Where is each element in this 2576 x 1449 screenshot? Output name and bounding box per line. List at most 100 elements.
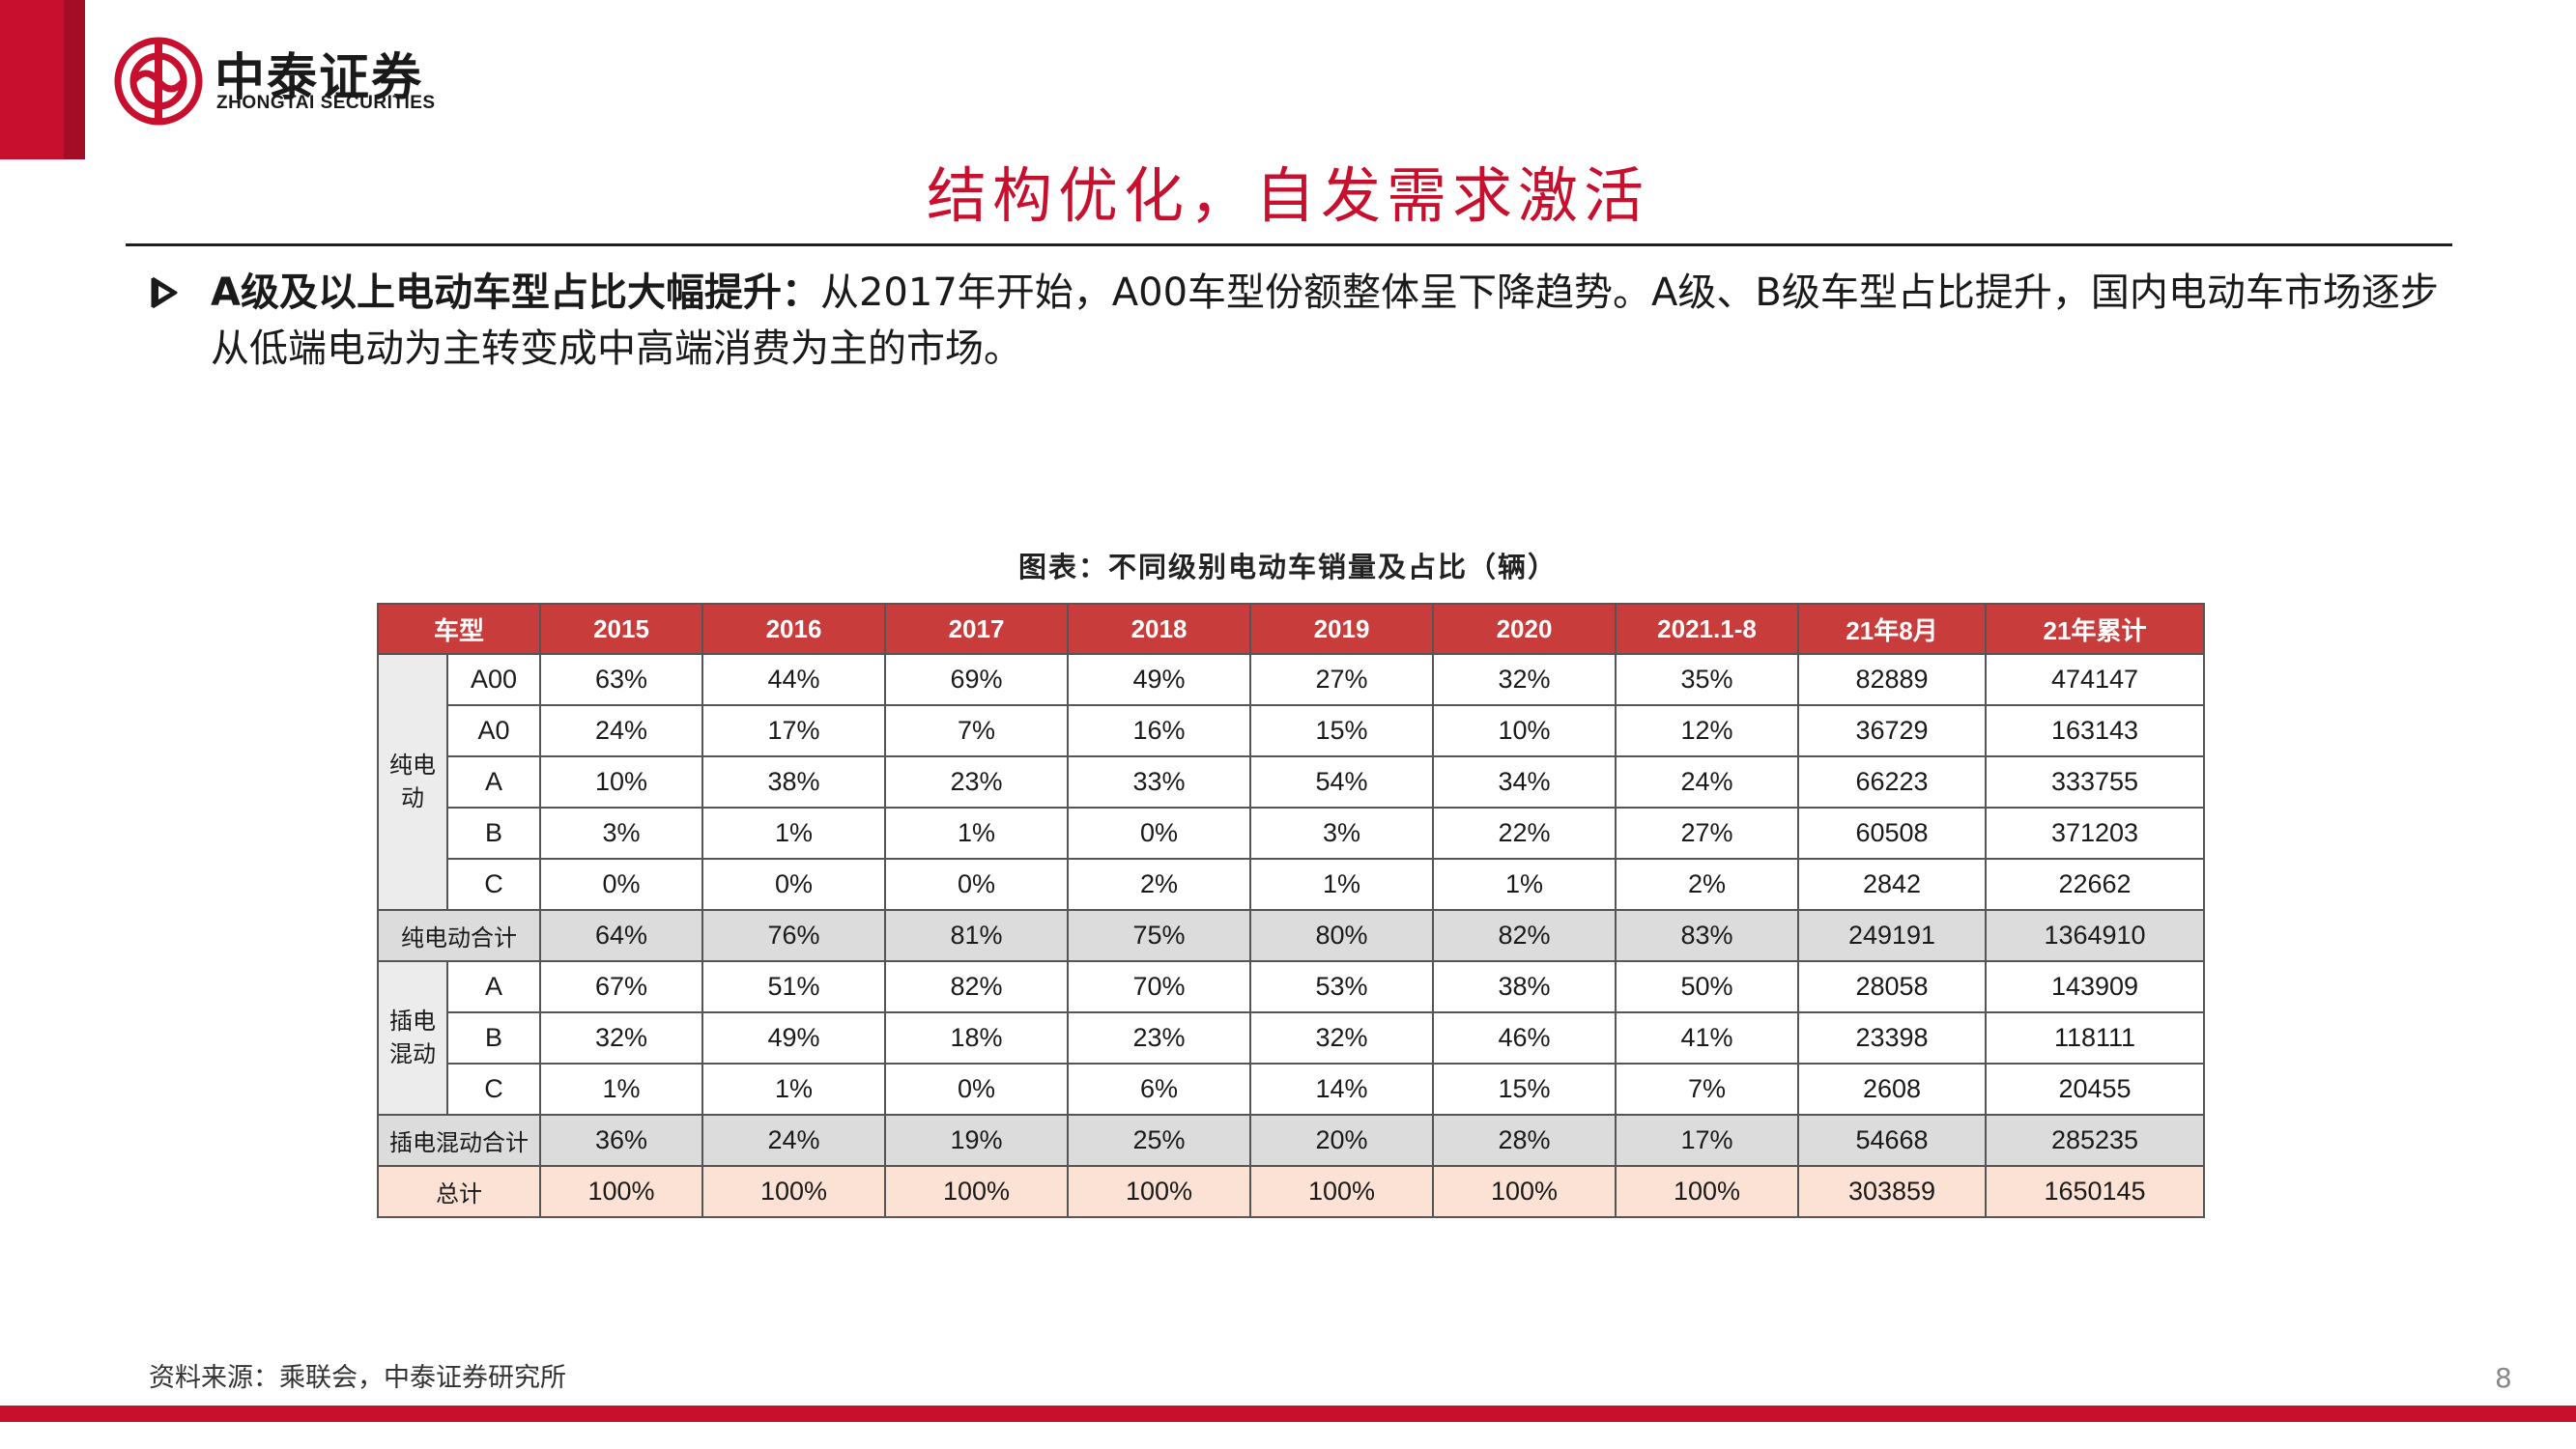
table-row: 总计 100% 100% 100% 100% 100% 100% 100% 303859 1650… (377, 1165, 2205, 1218)
value-cell: 0% (701, 858, 886, 911)
value-cell: 333755 (1985, 755, 2205, 809)
value-cell: 249191 (1797, 909, 1987, 962)
segment-cell: A (446, 960, 541, 1013)
segment-cell: C (446, 858, 541, 911)
footer-band (0, 1406, 2576, 1422)
value-cell: 7% (884, 704, 1069, 757)
page-title: 结构优化，自发需求激活 (926, 160, 1649, 231)
value-cell: 82% (1432, 909, 1617, 962)
value-cell: 10% (539, 755, 703, 809)
value-cell: 1% (884, 807, 1069, 860)
table-row: 纯电动合计 64% 76% 81% 75% 80% 82% 83% 249191 1364910 (377, 909, 2205, 962)
value-cell: 3% (539, 807, 703, 860)
value-cell: 7% (1615, 1063, 1799, 1116)
summary-label-cell: 总计 (377, 1165, 541, 1218)
value-cell: 28% (1432, 1114, 1617, 1167)
value-cell: 32% (1249, 1011, 1434, 1065)
value-cell: 474147 (1985, 653, 2205, 706)
table-row: C 1% 1% 0% 6% 14% 15% 7% 2608 20455 (378, 1063, 2205, 1116)
zhongtai-logo-icon (114, 37, 203, 126)
value-cell: 143909 (1985, 960, 2205, 1013)
value-cell: 53% (1249, 960, 1434, 1013)
value-cell: 54668 (1797, 1114, 1987, 1167)
side-accent-bar-dark (64, 0, 85, 159)
value-cell: 67% (539, 960, 703, 1013)
bullet-bold-lead: A级及以上电动车型占比大幅提升： (211, 270, 820, 315)
value-cell: 63% (539, 653, 703, 706)
table-caption: 图表：不同级别电动车销量及占比（辆） (1017, 551, 1558, 583)
value-cell: 66223 (1797, 755, 1987, 809)
summary-label-cell: 插电混动合计 (377, 1114, 541, 1167)
page-number: 8 (2495, 1362, 2512, 1394)
value-cell: 10% (1432, 704, 1617, 757)
value-cell: 25% (1067, 1114, 1251, 1167)
value-cell: 24% (701, 1114, 886, 1167)
value-cell: 1% (701, 807, 886, 860)
value-cell: 6% (1067, 1063, 1251, 1116)
value-cell: 16% (1067, 704, 1251, 757)
value-cell: 23398 (1797, 1011, 1987, 1065)
value-cell: 49% (701, 1011, 886, 1065)
ev-sales-table: 车型 2015 2016 2017 2018 2019 2020 2021.1-8 21年8月 2… (377, 603, 2205, 1218)
value-cell: 60508 (1797, 807, 1987, 860)
value-cell: 0% (884, 1063, 1069, 1116)
value-cell: 1364910 (1985, 909, 2205, 962)
table-header-cell: 2019 (1249, 603, 1434, 655)
table-row: C 0% 0% 0% 2% 1% 1% 2% 2842 22662 (378, 858, 2205, 911)
table-row: B 3% 1% 1% 0% 3% 22% 27% 60508 371203 (378, 807, 2205, 860)
value-cell: 0% (539, 858, 703, 911)
value-cell: 100% (1067, 1165, 1251, 1218)
table-header-cell: 21年累计 (1985, 603, 2205, 655)
value-cell: 285235 (1985, 1114, 2205, 1167)
value-cell: 38% (1432, 960, 1617, 1013)
value-cell: 50% (1615, 960, 1799, 1013)
value-cell: 32% (539, 1011, 703, 1065)
value-cell: 17% (1615, 1114, 1799, 1167)
value-cell: 22662 (1985, 858, 2205, 911)
group-label-cell: 插电 混动 (377, 960, 448, 1116)
value-cell: 32% (1432, 653, 1617, 706)
value-cell: 49% (1067, 653, 1251, 706)
table-header-cell: 2018 (1067, 603, 1251, 655)
value-cell: 1650145 (1985, 1165, 2205, 1218)
value-cell: 24% (1615, 755, 1799, 809)
table-header-cell: 2015 (539, 603, 703, 655)
value-cell: 82% (884, 960, 1069, 1013)
value-cell: 33% (1067, 755, 1251, 809)
value-cell: 163143 (1985, 704, 2205, 757)
value-cell: 20455 (1985, 1063, 2205, 1116)
value-cell: 44% (701, 653, 886, 706)
value-cell: 14% (1249, 1063, 1434, 1116)
value-cell: 303859 (1797, 1165, 1987, 1218)
value-cell: 23% (884, 755, 1069, 809)
value-cell: 2608 (1797, 1063, 1987, 1116)
value-cell: 100% (1615, 1165, 1799, 1218)
value-cell: 23% (1067, 1011, 1251, 1065)
value-cell: 100% (701, 1165, 886, 1218)
brand-name-cn: 中泰证券 (215, 49, 424, 107)
value-cell: 69% (884, 653, 1069, 706)
value-cell: 41% (1615, 1011, 1799, 1065)
value-cell: 27% (1615, 807, 1799, 860)
value-cell: 1% (701, 1063, 886, 1116)
table-header-cell: 2017 (884, 603, 1069, 655)
table-header-cell: 21年8月 (1797, 603, 1987, 655)
value-cell: 0% (884, 858, 1069, 911)
table-row: A0 24% 17% 7% 16% 15% 10% 12% 36729 163143 (378, 704, 2205, 757)
table-row: B 32% 49% 18% 23% 32% 46% 41% 23398 118111 (378, 1011, 2205, 1065)
title-divider (126, 243, 2452, 246)
value-cell: 17% (701, 704, 886, 757)
table-row: 插电 混动 A 67% 51% 82% 70% 53% 38% 50% 28058 143909 (377, 960, 2205, 1116)
value-cell: 83% (1615, 909, 1799, 962)
group-label-cell: 纯电动 (377, 653, 448, 911)
value-cell: 1% (539, 1063, 703, 1116)
value-cell: 100% (539, 1165, 703, 1218)
table-row: 纯电动 A00 63% 44% 69% 49% 27% 32% 35% 82889 474147 (377, 653, 2205, 911)
source-note: 资料来源：乘联会，中泰证券研究所 (149, 1363, 566, 1393)
value-cell: 76% (701, 909, 886, 962)
value-cell: 22% (1432, 807, 1617, 860)
value-cell: 2% (1067, 858, 1251, 911)
table-header-cell: 2016 (701, 603, 886, 655)
arrow-bullet-icon (149, 265, 182, 336)
value-cell: 46% (1432, 1011, 1617, 1065)
